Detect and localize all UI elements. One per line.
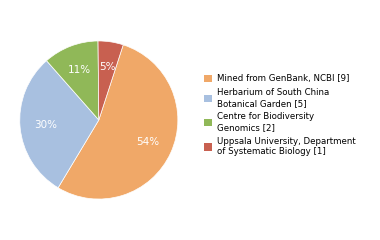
Text: 30%: 30% — [34, 120, 57, 130]
Text: 11%: 11% — [68, 65, 91, 75]
Wedge shape — [98, 41, 123, 120]
Wedge shape — [46, 41, 99, 120]
Text: 5%: 5% — [99, 62, 115, 72]
Legend: Mined from GenBank, NCBI [9], Herbarium of South China
Botanical Garden [5], Cen: Mined from GenBank, NCBI [9], Herbarium … — [202, 73, 357, 158]
Wedge shape — [20, 61, 99, 188]
Wedge shape — [58, 45, 178, 199]
Text: 54%: 54% — [136, 137, 159, 147]
